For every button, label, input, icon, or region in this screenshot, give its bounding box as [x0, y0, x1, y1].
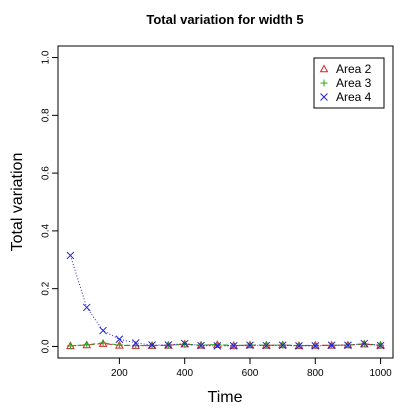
marker [295, 342, 303, 350]
marker [197, 341, 205, 350]
marker [83, 341, 91, 349]
marker [320, 79, 328, 87]
marker [360, 339, 369, 348]
marker [131, 339, 140, 347]
marker [213, 342, 222, 350]
x-axis-label: Time [208, 389, 243, 406]
marker [66, 251, 75, 260]
marker [180, 339, 189, 348]
marker [115, 335, 124, 344]
marker [246, 341, 254, 350]
marker [229, 342, 238, 350]
marker [164, 341, 173, 349]
marker [319, 64, 329, 73]
plot-frame [57, 45, 394, 359]
x-tick-label: 200 [111, 368, 128, 379]
marker [99, 339, 107, 347]
series-line [69, 255, 381, 347]
x-tick-label: 400 [176, 368, 193, 379]
marker [66, 342, 74, 350]
marker [278, 341, 287, 350]
marker [181, 340, 189, 348]
y-tick-label: 0.6 [41, 166, 52, 180]
marker [82, 303, 91, 312]
legend-box [313, 57, 385, 109]
x-tick-label: 600 [242, 368, 259, 379]
x-tick-label: 800 [307, 368, 324, 379]
marker [344, 341, 352, 350]
marker [213, 340, 221, 348]
marker [262, 341, 271, 350]
marker [99, 326, 107, 335]
marker [327, 341, 336, 350]
legend-label: Area 4 [336, 90, 372, 104]
legend-label: Area 2 [336, 62, 372, 76]
marker [311, 342, 320, 350]
y-axis-label: Total variation [9, 153, 26, 252]
marker [115, 341, 123, 349]
x-tick-label: 1000 [369, 368, 392, 379]
y-tick-label: 1.0 [41, 50, 52, 64]
y-tick-label: 0.8 [41, 108, 52, 122]
legend-label: Area 3 [336, 76, 372, 90]
marker [148, 341, 156, 349]
y-tick-label: 0.0 [41, 339, 52, 353]
chart-title: Total variation for width 5 [146, 12, 303, 27]
marker [376, 341, 385, 350]
y-tick-label: 0.4 [41, 224, 52, 238]
marker [320, 93, 328, 101]
y-tick-label: 0.2 [41, 281, 52, 295]
